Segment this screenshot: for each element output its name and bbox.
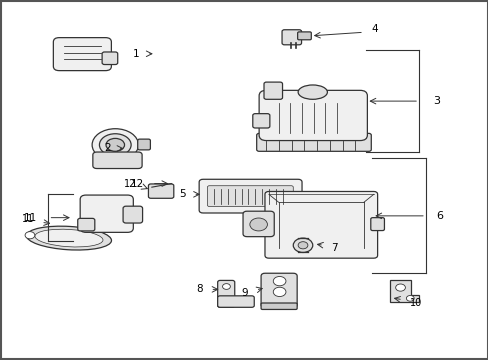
Text: 9: 9 [241, 288, 248, 298]
Text: 11: 11 [21, 215, 34, 224]
FancyBboxPatch shape [80, 195, 133, 232]
FancyBboxPatch shape [148, 184, 173, 198]
Ellipse shape [298, 85, 327, 99]
FancyBboxPatch shape [207, 186, 293, 207]
Text: 11: 11 [24, 213, 38, 222]
FancyBboxPatch shape [138, 139, 150, 150]
FancyBboxPatch shape [53, 38, 111, 71]
Text: 2: 2 [103, 143, 110, 153]
FancyBboxPatch shape [199, 179, 302, 213]
Text: 6: 6 [435, 211, 442, 221]
Circle shape [249, 218, 267, 231]
FancyBboxPatch shape [261, 273, 297, 308]
FancyBboxPatch shape [78, 219, 95, 231]
FancyBboxPatch shape [370, 218, 384, 230]
Text: 12: 12 [123, 179, 136, 189]
FancyBboxPatch shape [261, 303, 297, 310]
Polygon shape [389, 280, 418, 302]
FancyBboxPatch shape [243, 211, 274, 237]
Text: 12: 12 [130, 179, 143, 189]
FancyBboxPatch shape [252, 114, 269, 128]
Ellipse shape [92, 129, 138, 161]
FancyBboxPatch shape [264, 192, 377, 258]
Ellipse shape [106, 138, 124, 151]
Circle shape [406, 296, 413, 301]
Circle shape [273, 287, 285, 297]
Text: 8: 8 [196, 284, 203, 294]
Ellipse shape [99, 134, 131, 156]
FancyBboxPatch shape [102, 52, 118, 64]
Circle shape [273, 276, 285, 286]
Circle shape [293, 238, 312, 252]
Circle shape [395, 284, 405, 291]
FancyBboxPatch shape [93, 152, 142, 168]
Text: 1: 1 [133, 49, 140, 59]
Text: 7: 7 [330, 243, 337, 253]
FancyBboxPatch shape [217, 280, 234, 307]
Text: 10: 10 [409, 298, 422, 308]
FancyBboxPatch shape [259, 90, 366, 140]
Text: 5: 5 [179, 189, 185, 199]
Text: 3: 3 [433, 96, 440, 106]
FancyBboxPatch shape [256, 134, 370, 151]
FancyBboxPatch shape [123, 206, 142, 223]
Ellipse shape [35, 229, 103, 247]
FancyBboxPatch shape [217, 296, 254, 307]
Circle shape [222, 284, 230, 289]
FancyBboxPatch shape [282, 30, 301, 45]
FancyBboxPatch shape [297, 32, 311, 40]
Ellipse shape [26, 226, 111, 250]
Text: 4: 4 [370, 24, 377, 35]
Circle shape [25, 231, 35, 239]
Circle shape [298, 242, 307, 249]
FancyBboxPatch shape [264, 82, 282, 99]
